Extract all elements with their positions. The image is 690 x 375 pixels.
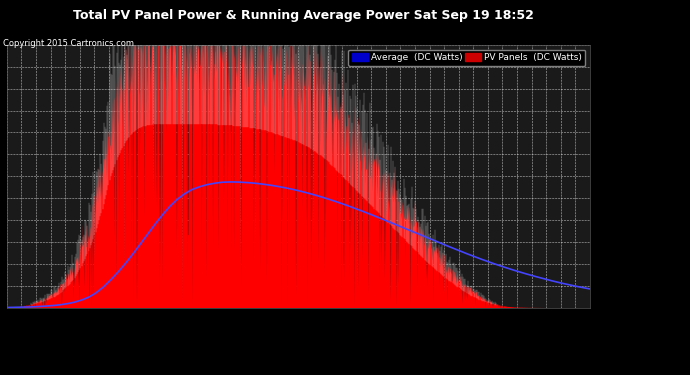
Legend: Average  (DC Watts), PV Panels  (DC Watts): Average (DC Watts), PV Panels (DC Watts) [348,50,585,66]
Text: Copyright 2015 Cartronics.com: Copyright 2015 Cartronics.com [3,39,135,48]
Text: Total PV Panel Power & Running Average Power Sat Sep 19 18:52: Total PV Panel Power & Running Average P… [73,9,534,22]
